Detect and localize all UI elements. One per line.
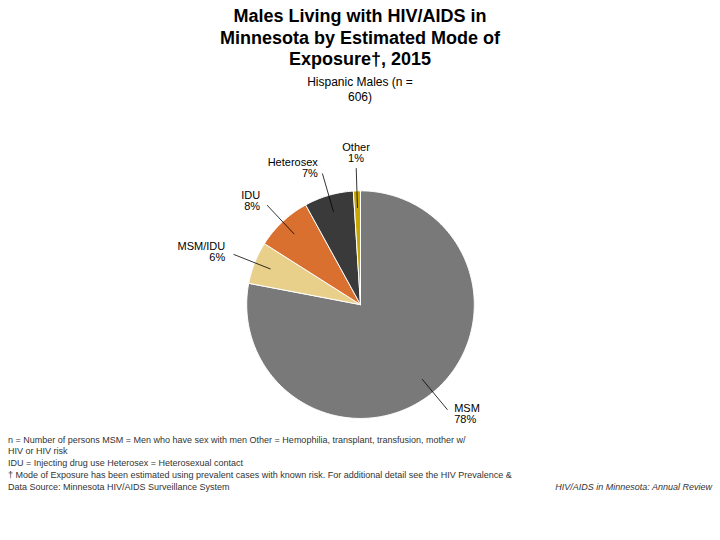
html-text:IDU = Injecting drug use Heter: IDU = Injecting drug use Heterosex = Het…: [8, 458, 244, 469]
svg-text:Heterosex7%: Heterosex7%: [268, 156, 319, 179]
html-text:HIV or HIV risk: HIV or HIV risk: [8, 446, 68, 457]
html-text:Data Source: Minnesota HIV/AID: Data Source: Minnesota HIV/AIDS Surveill…: [8, 481, 230, 492]
svg-text:IDU8%: IDU8%: [241, 189, 260, 212]
html-text:Males Living with HIV/AIDS in: Males Living with HIV/AIDS in Minnesota …: [220, 6, 500, 70]
html-text:n = Number of persons MSM = Me: n = Number of persons MSM = Men who have…: [8, 434, 466, 445]
html-text:Hispanic Males (n = 606): Hispanic Males (n = 606): [307, 74, 413, 104]
svg-text:MSM78%: MSM78%: [454, 402, 480, 425]
svg-text:Other1%: Other1%: [342, 141, 370, 164]
html-text:† Mode of Exposure has been es: † Mode of Exposure has been estimated us…: [8, 469, 512, 480]
svg-text:MSM/IDU6%: MSM/IDU6%: [178, 240, 226, 263]
html-text:HIV/AIDS in Minnesota: Annual: HIV/AIDS in Minnesota: Annual Review: [555, 481, 712, 492]
